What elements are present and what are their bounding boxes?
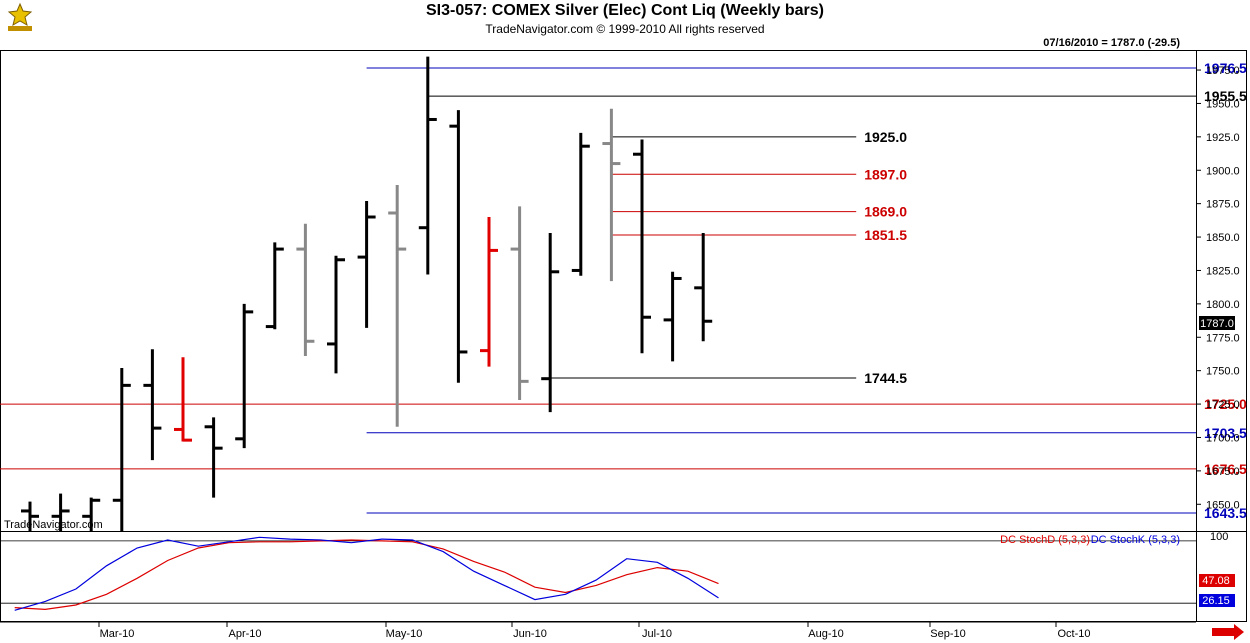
date-tick-label: Oct-10: [1057, 628, 1090, 640]
ohlc-bar: [602, 108, 621, 282]
ohlc-bar: [510, 206, 529, 401]
ohlc-bar: [694, 233, 713, 342]
level-label: 1851.5: [864, 227, 907, 243]
ohlc-bar: [541, 233, 560, 413]
scroll-right-arrow-icon[interactable]: [1212, 624, 1244, 640]
ohlc-bar: [571, 132, 590, 276]
chart-subtitle: TradeNavigator.com © 1999-2010 All right…: [485, 22, 765, 36]
level-label: 1955.5: [1204, 88, 1247, 104]
ohlc-bar: [112, 367, 131, 531]
stoch-k-last-label: 26.15: [1202, 595, 1230, 607]
legend-stoch-k: DC StochK (5,3,3): [1091, 534, 1180, 546]
level-label: 1643.5: [1204, 505, 1247, 521]
ohlc-bar: [327, 255, 345, 374]
price-tick-label: 1775.0: [1206, 332, 1240, 344]
level-label: 1744.5: [864, 370, 907, 386]
ohlc-bar: [21, 501, 39, 531]
last-price-box: [1199, 316, 1235, 330]
price-tick-label: 1950.0: [1206, 98, 1240, 110]
ohlc-bar: [388, 184, 407, 427]
trade-navigator-logo-icon: [7, 2, 33, 31]
legend-stoch-d: DC StochD (5,3,3): [1000, 534, 1090, 546]
indicator-top-tick: 100: [1210, 531, 1228, 543]
ohlc-bar: [418, 56, 437, 275]
price-tick-label: 1700.0: [1206, 432, 1240, 444]
date-tick-label: Sep-10: [930, 628, 965, 640]
level-label: 1676.5: [1204, 461, 1247, 477]
ohlc-bar: [204, 417, 223, 498]
price-tick-label: 1850.0: [1206, 232, 1240, 244]
last-price-label: 1787.0: [1200, 318, 1234, 330]
price-tick-label: 1750.0: [1206, 366, 1240, 378]
date-tick-label: Jul-10: [642, 628, 672, 640]
date-tick-label: Mar-10: [100, 628, 135, 640]
ohlc-bar: [357, 200, 376, 328]
date-tick-label: Aug-10: [808, 628, 843, 640]
price-tick-label: 1800.0: [1206, 299, 1240, 311]
last-bar-info: 07/16/2010 = 1787.0 (-29.5): [1043, 37, 1180, 49]
date-tick-label: Jun-10: [513, 628, 547, 640]
ohlc-bar: [235, 303, 254, 449]
level-label: 1725.0: [1204, 396, 1247, 412]
level-label: 1925.0: [864, 129, 907, 145]
stoch-d-last-label: 47.08: [1202, 575, 1230, 587]
ohlc-bar: [633, 139, 651, 354]
price-tick-label: 1925.0: [1206, 132, 1240, 144]
price-axis-panel: [1196, 50, 1247, 532]
stoch-d-last-box: [1199, 574, 1235, 587]
level-label: 1703.5: [1204, 425, 1247, 441]
watermark: TradeNavigator.com: [4, 519, 103, 531]
price-tick-label: 1900.0: [1206, 165, 1240, 177]
date-tick-label: Apr-10: [228, 628, 261, 640]
ohlc-bar: [296, 223, 315, 356]
chart-title: SI3-057: COMEX Silver (Elec) Cont Liq (W…: [425, 2, 825, 19]
level-label: 1976.5: [1204, 60, 1247, 76]
price-tick-label: 1725.0: [1206, 399, 1240, 411]
level-label: 1897.0: [864, 166, 907, 182]
ohlc-bar: [143, 349, 162, 461]
price-tick-label: 1875.0: [1206, 199, 1240, 211]
date-tick-label: May-10: [386, 628, 423, 640]
ohlc-bar: [265, 242, 284, 330]
stoch-k-last-box: [1199, 594, 1235, 607]
ohlc-bar: [480, 217, 498, 367]
ohlc-bar: [174, 357, 192, 442]
indicator-series-line: [14, 536, 719, 611]
ohlc-bar: [449, 110, 468, 383]
price-tick-label: 1650.0: [1206, 499, 1240, 511]
level-label: 1869.0: [864, 204, 907, 220]
price-tick-label: 1975.0: [1206, 65, 1240, 77]
price-tick-label: 1675.0: [1206, 466, 1240, 478]
ohlc-bar: [82, 497, 101, 531]
ohlc-bar: [663, 271, 682, 362]
price-tick-label: 1825.0: [1206, 265, 1240, 277]
price-panel: [0, 50, 1197, 532]
ohlc-bar: [51, 493, 70, 531]
